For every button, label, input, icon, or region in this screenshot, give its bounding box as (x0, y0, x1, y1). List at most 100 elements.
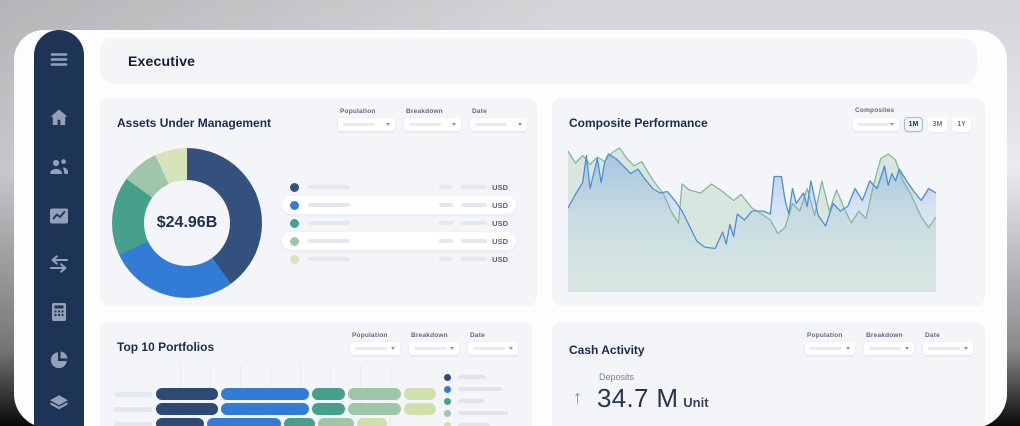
chevron-down-icon (964, 347, 968, 350)
chevron-down-icon (452, 123, 456, 126)
population-filter: Population (805, 332, 855, 355)
portfolio-bar-row (114, 388, 532, 400)
population-label: Population (807, 332, 843, 339)
sidebar-item-clients[interactable] (47, 155, 71, 179)
sidebar-item-holdings[interactable] (47, 392, 71, 416)
date-label: Date (470, 332, 485, 339)
sidebar-item-allocation[interactable] (47, 348, 71, 372)
breakdown-select[interactable] (864, 342, 914, 355)
legend-label-skeleton (458, 399, 484, 403)
aum-legend-row: USD (282, 178, 516, 196)
chevron-down-icon (846, 347, 850, 350)
calculator-icon (52, 303, 66, 321)
value-skeleton (461, 185, 488, 189)
chevron-down-icon (518, 123, 522, 126)
breakdown-select[interactable] (404, 118, 461, 131)
composites-label: Composites (855, 107, 895, 114)
chevron-down-icon (509, 347, 513, 350)
currency-label: USD (492, 218, 508, 228)
bar-segment (348, 403, 401, 415)
value-skeleton (461, 239, 488, 243)
date-filter: Date (470, 108, 527, 131)
legend-dot (444, 373, 451, 381)
breakdown-label: Breakdown (406, 108, 443, 115)
legend-dot (444, 421, 451, 426)
blue-series-line (568, 153, 936, 250)
aum-donut-chart: $24.96B (112, 148, 262, 298)
home-icon (50, 109, 68, 125)
deposits-value: 34.7 M (597, 383, 679, 413)
top10-legend-item (444, 419, 508, 426)
composites-select[interactable] (853, 118, 899, 131)
card-title: Cash Activity (569, 343, 645, 357)
legend-label-skeleton (458, 423, 490, 426)
legend-dot (290, 254, 299, 264)
select-placeholder-skeleton (869, 347, 901, 350)
select-placeholder-skeleton (928, 347, 960, 350)
bar-segment (312, 388, 345, 400)
range-1m-button[interactable]: 1M (904, 117, 923, 132)
legend-dot (290, 218, 299, 228)
aum-legend-row: USD (282, 196, 516, 214)
date-select[interactable] (468, 342, 518, 355)
legend-dot (290, 236, 299, 246)
population-label: Population (340, 108, 376, 115)
portfolio-bar-row (114, 418, 532, 426)
date-label: Date (925, 332, 940, 339)
app-window: Executive Assets Under Management Popula… (14, 30, 1007, 426)
sidebar-item-performance[interactable] (47, 204, 71, 228)
allocation-icon (50, 351, 68, 369)
portfolio-bar-row (114, 403, 532, 415)
value-skeleton (439, 203, 454, 207)
portfolio-label-skeleton (114, 421, 152, 426)
legend-dot (444, 397, 451, 405)
date-select[interactable] (470, 118, 527, 131)
range-1y-button[interactable]: 1Y (952, 117, 971, 132)
legend-dot (290, 182, 299, 192)
select-placeholder-skeleton (858, 123, 890, 126)
select-placeholder-skeleton (475, 123, 507, 126)
sidebar-item-calculator[interactable] (47, 300, 71, 324)
range-3m-button[interactable]: 3M (928, 117, 947, 132)
aum-legend-row: USD (282, 250, 516, 268)
date-select[interactable] (923, 342, 973, 355)
card-title: Composite Performance (569, 116, 708, 130)
value-skeleton (461, 257, 488, 261)
breakdown-filter: Breakdown (404, 108, 461, 131)
bar-segment (221, 403, 309, 415)
card-title: Assets Under Management (117, 116, 272, 130)
chevron-down-icon (386, 123, 390, 126)
sidebar (34, 30, 84, 426)
breakdown-select[interactable] (409, 342, 459, 355)
bar-segment (156, 388, 218, 400)
population-select[interactable] (805, 342, 855, 355)
bar-segment (404, 388, 436, 400)
deposits-metric: 34.7 M Unit (597, 383, 709, 414)
bar-segment (357, 418, 387, 426)
transactions-icon (49, 255, 69, 273)
sidebar-item-home[interactable] (47, 106, 71, 130)
population-filter: Population (338, 108, 395, 131)
legend-label-skeleton (308, 221, 350, 225)
card-top-10-portfolios: Top 10 Portfolios Population Breakdown D… (100, 322, 532, 426)
legend-dot (444, 385, 451, 393)
composite-performance-chart (568, 147, 936, 292)
legend-label-skeleton (308, 239, 350, 243)
date-filter: Date (468, 332, 518, 355)
select-placeholder-skeleton (409, 123, 441, 126)
deposits-label: Deposits (599, 372, 635, 382)
aum-total-value: $24.96B (156, 214, 218, 231)
donut-hole: $24.96B (144, 180, 230, 266)
top10-legend-item (444, 383, 508, 395)
date-label: Date (472, 108, 487, 115)
deposits-up-arrow-icon: ↑ (573, 387, 582, 407)
sidebar-item-menu[interactable] (47, 48, 71, 72)
population-select[interactable] (338, 118, 395, 131)
sidebar-item-transactions[interactable] (47, 252, 71, 276)
breakdown-label: Breakdown (866, 332, 903, 339)
date-filter: Date (923, 332, 973, 355)
card-title: Top 10 Portfolios (117, 340, 215, 354)
card-assets-under-management: Assets Under Management Population Break… (100, 98, 537, 306)
select-placeholder-skeleton (810, 347, 842, 350)
population-select[interactable] (350, 342, 400, 355)
